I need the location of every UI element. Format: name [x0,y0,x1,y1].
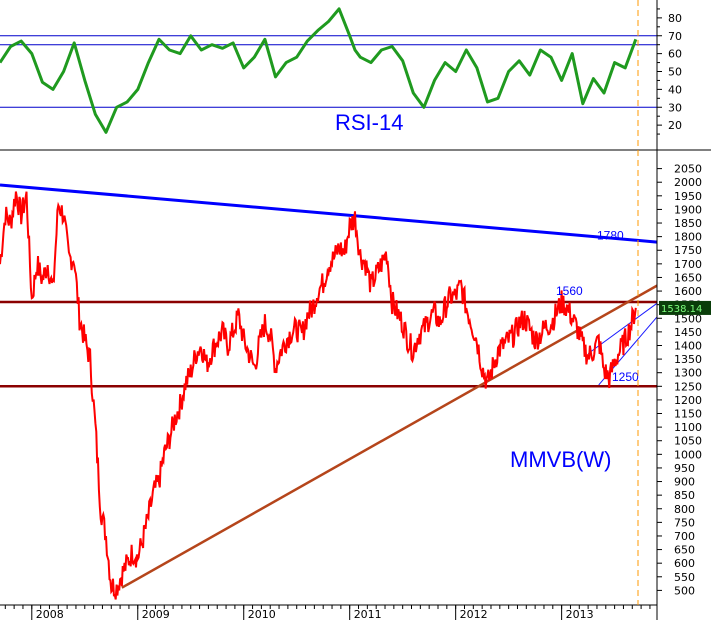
price-tick-label: 600 [674,557,695,570]
price-tick-label: 1400 [674,339,702,352]
price-series-line [0,191,637,600]
price-tick-label: 750 [674,516,695,529]
rsi-tick-label: 50 [668,66,682,79]
annotation-1560: 1560 [556,284,583,298]
price-tick-label: 1100 [674,421,702,434]
rsi-tick-label: 70 [668,30,682,43]
price-tick-label: 2050 [674,163,702,176]
price-tick-label: 1500 [674,312,702,325]
rsi-tick-label: 80 [668,12,682,25]
price-tick-label: 700 [674,530,695,543]
price-tick-label: 900 [674,476,695,489]
rsi-tick-label: 20 [668,119,682,132]
price-tick-label: 550 [674,571,695,584]
price-tick-label: 1150 [674,408,702,421]
price-tick-label: 1900 [674,203,702,216]
price-tick-label: 1650 [674,271,702,284]
x-tick-label: 2010 [248,608,276,620]
last-price-badge [659,300,711,315]
x-tick-label: 2008 [36,608,64,620]
price-tick-label: 950 [674,462,695,475]
rsi-tick-label: 60 [668,48,682,61]
price-tick-label: 1950 [674,190,702,203]
price-tick-label: 800 [674,503,695,516]
rsi-tick-label: 40 [668,83,682,96]
rsi-panel: 20 30 40 50 60 70 80 RSI-14 [0,7,682,135]
last-price-value: 1538.14 [661,304,702,315]
price-tick-label: 1300 [674,367,702,380]
price-tick-label: 1850 [674,217,702,230]
x-tick-label: 2013 [566,608,594,620]
x-axis: 2008 2009 2010 2011 2012 2013 [4,605,651,620]
x-tick-label: 2011 [354,608,382,620]
rsi-title: RSI-14 [335,110,403,135]
price-tick-label: 1000 [674,448,702,461]
price-tick-label: 1200 [674,394,702,407]
resistance-line [0,183,658,244]
price-tick-label: 1050 [674,435,702,448]
price-tick-label: 1750 [674,244,702,257]
annotation-1780: 1780 [597,228,624,242]
rsi-series-line [0,7,638,134]
price-tick-label: 650 [674,544,695,557]
price-tick-label: 1700 [674,258,702,271]
rsi-tick-label: 30 [668,101,682,114]
support-trend-line [121,284,658,589]
x-tick-label: 2009 [142,608,170,620]
price-tick-label: 1450 [674,326,702,339]
price-tick-label: 1250 [674,380,702,393]
price-tick-label: 2000 [674,176,702,189]
price-panel: 5005506006507007508008509009501000105011… [0,163,711,600]
price-title: MMVB(W) [510,447,611,472]
price-tick-label: 1800 [674,231,702,244]
x-tick-label: 2012 [460,608,488,620]
annotation-1250: 1250 [612,370,639,384]
price-tick-label: 500 [674,584,695,597]
price-tick-label: 1600 [674,285,702,298]
price-tick-label: 850 [674,489,695,502]
price-tick-label: 1350 [674,353,702,366]
